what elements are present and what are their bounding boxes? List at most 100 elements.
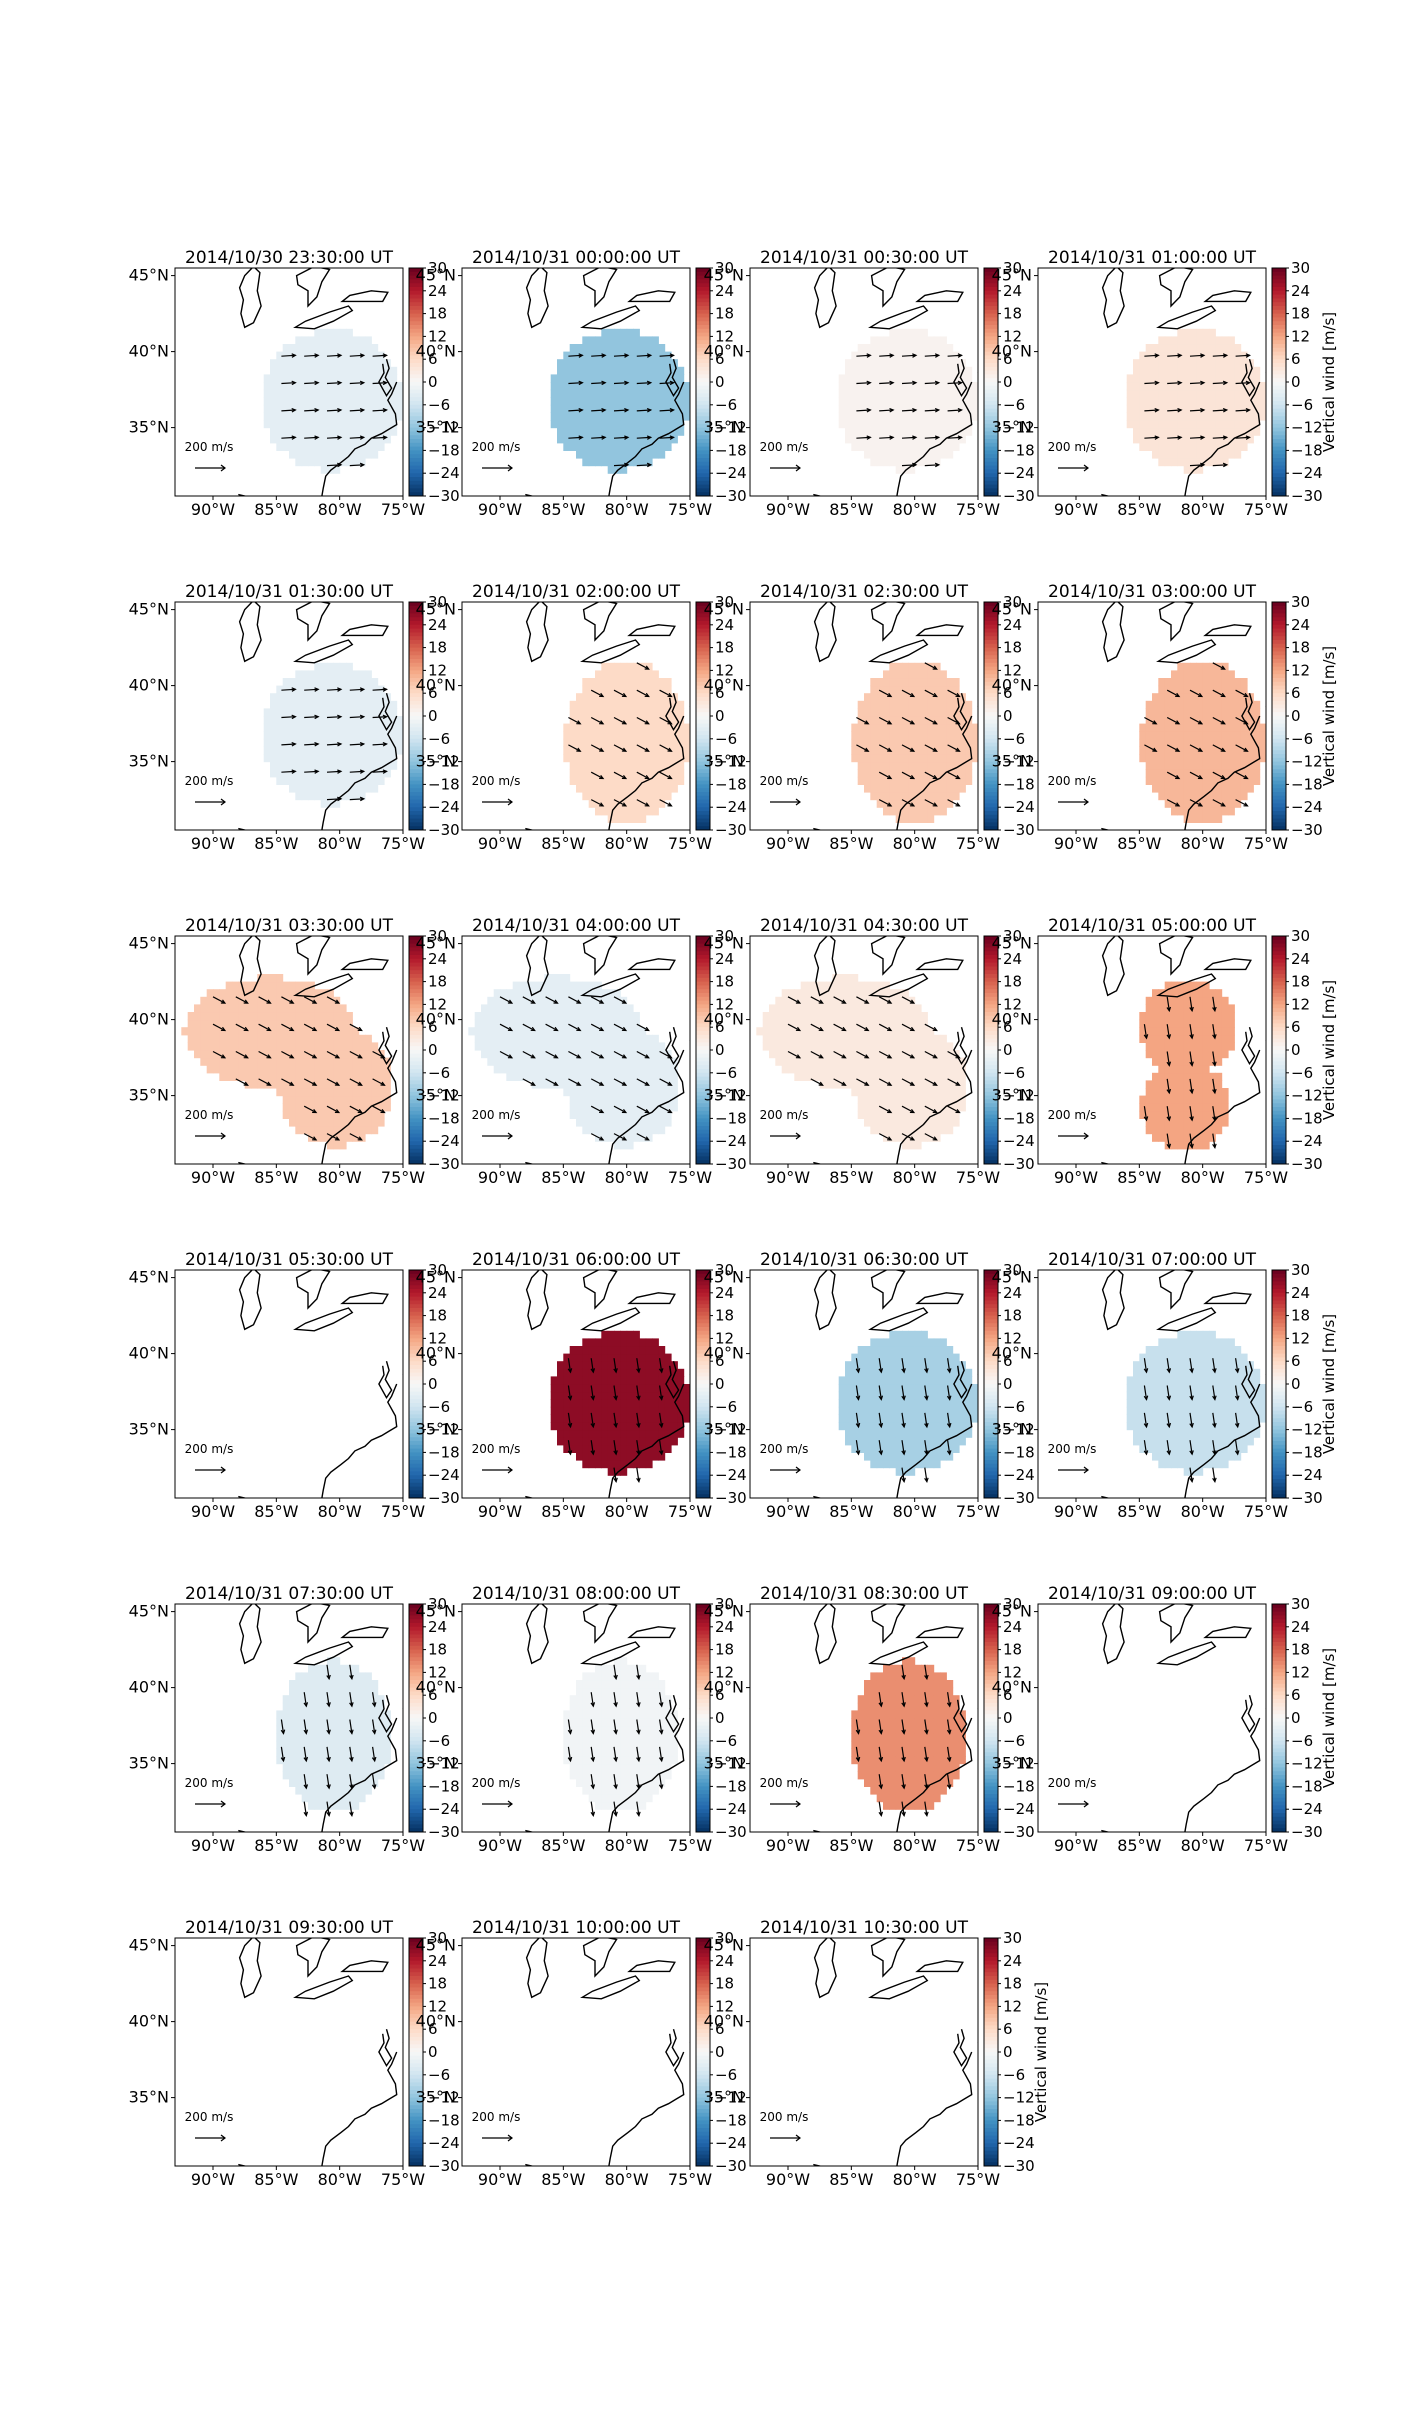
wind-cell — [921, 700, 928, 709]
wind-cell — [358, 1088, 366, 1097]
wind-cell — [1183, 807, 1191, 816]
colorbar-tick-label: 0 — [428, 707, 438, 725]
wind-cell — [677, 382, 685, 391]
wind-cell — [390, 427, 398, 436]
wind-cell — [1253, 389, 1261, 398]
wind-cell — [626, 359, 634, 368]
wind-cell — [927, 420, 935, 429]
colorbar-segment — [984, 742, 998, 747]
wind-cell — [1139, 746, 1147, 755]
wind-arrowhead — [1175, 692, 1181, 698]
wind-cell — [365, 761, 372, 770]
wind-arrow — [326, 1105, 340, 1114]
wind-cell — [550, 1057, 558, 1066]
wind-cell — [1228, 374, 1235, 383]
wind-cell — [257, 1072, 265, 1081]
wind-cell — [959, 769, 966, 778]
wind-cell — [1234, 404, 1242, 413]
wind-cell — [1221, 799, 1229, 808]
wind-cell — [390, 412, 398, 421]
wind-arrow — [212, 1050, 226, 1059]
colorbar-segment — [984, 685, 998, 690]
colorbar-segment — [696, 412, 710, 417]
wind-cell — [263, 754, 271, 763]
wind-cell — [320, 450, 328, 459]
wind-cell — [1190, 458, 1197, 467]
colorbar-segment — [696, 298, 710, 303]
wind-cell — [519, 1050, 526, 1059]
colorbar-segment — [984, 454, 998, 459]
wind-cell — [1234, 435, 1242, 444]
wind-cell — [940, 761, 947, 770]
wind-arrow — [1189, 354, 1205, 357]
colorbar-segment — [696, 643, 710, 649]
wind-cell — [339, 328, 347, 337]
wind-cell — [1240, 685, 1248, 694]
wind-cell — [225, 981, 233, 990]
wind-cell — [569, 738, 577, 747]
wind-cell — [870, 769, 878, 778]
colorbar-segment — [409, 962, 423, 967]
wind-cell — [1183, 693, 1191, 702]
wind-arrowhead — [644, 692, 650, 698]
wind-cell — [671, 769, 678, 778]
wind-cell — [308, 1004, 315, 1013]
wind-cell — [333, 754, 341, 763]
wind-cell — [187, 1034, 195, 1043]
wind-cell — [487, 1057, 495, 1066]
wind-cell — [1158, 716, 1166, 725]
wind-cell — [206, 1027, 214, 1036]
colorbar-segment — [409, 378, 423, 383]
wind-arrowhead — [1197, 692, 1204, 698]
wind-cell — [601, 359, 609, 368]
wind-cell — [952, 685, 960, 694]
wind-cell — [377, 1103, 385, 1112]
colorbar-segment — [409, 799, 423, 804]
wind-cell — [914, 776, 922, 785]
colorbar-segment — [696, 336, 710, 341]
wind-cell — [633, 670, 640, 679]
wind-cell — [358, 1126, 366, 1135]
wind-cell — [1240, 442, 1248, 451]
wind-cell — [595, 420, 602, 429]
wind-cell — [658, 366, 666, 375]
wind-cell — [1202, 344, 1210, 353]
wind-cell — [225, 1004, 233, 1013]
wind-cell — [1209, 366, 1216, 375]
wind-cell — [352, 336, 360, 345]
wind-cell — [601, 662, 609, 671]
wind-arrowhead — [601, 407, 607, 413]
wind-cell — [1177, 382, 1185, 391]
lake-michigan — [238, 602, 262, 663]
wind-cell — [595, 1095, 602, 1104]
wind-cell — [365, 1103, 372, 1112]
colorbar-segment — [1272, 811, 1286, 816]
wind-cell — [1171, 685, 1178, 694]
wind-arrowhead — [934, 353, 941, 358]
wind-arrow — [1144, 409, 1159, 412]
wind-cell — [582, 761, 590, 770]
colorbar-segment — [696, 416, 710, 421]
wind-cell — [333, 1042, 341, 1051]
wind-arrowhead — [359, 380, 366, 386]
wind-cell — [626, 754, 634, 763]
wind-cell — [838, 397, 846, 406]
wind-cell — [921, 382, 928, 391]
wind-cell — [1145, 746, 1153, 755]
wind-cell — [1247, 374, 1254, 383]
vertical-wind-field — [468, 974, 678, 1150]
wind-cell — [1164, 784, 1172, 793]
wind-cell — [276, 374, 284, 383]
wind-arrowhead — [380, 1054, 386, 1059]
wind-cell — [940, 351, 947, 360]
wind-cell — [601, 776, 609, 785]
colorbar-tick-label: −18 — [1291, 441, 1323, 459]
colorbar-segment — [409, 1050, 423, 1055]
wind-cell — [652, 792, 659, 801]
wind-cell — [238, 1072, 246, 1081]
wind-cell — [270, 1012, 277, 1021]
wind-cell — [365, 670, 372, 679]
x-tick-label: 90°W — [1054, 500, 1098, 519]
wind-cell — [1177, 374, 1185, 383]
